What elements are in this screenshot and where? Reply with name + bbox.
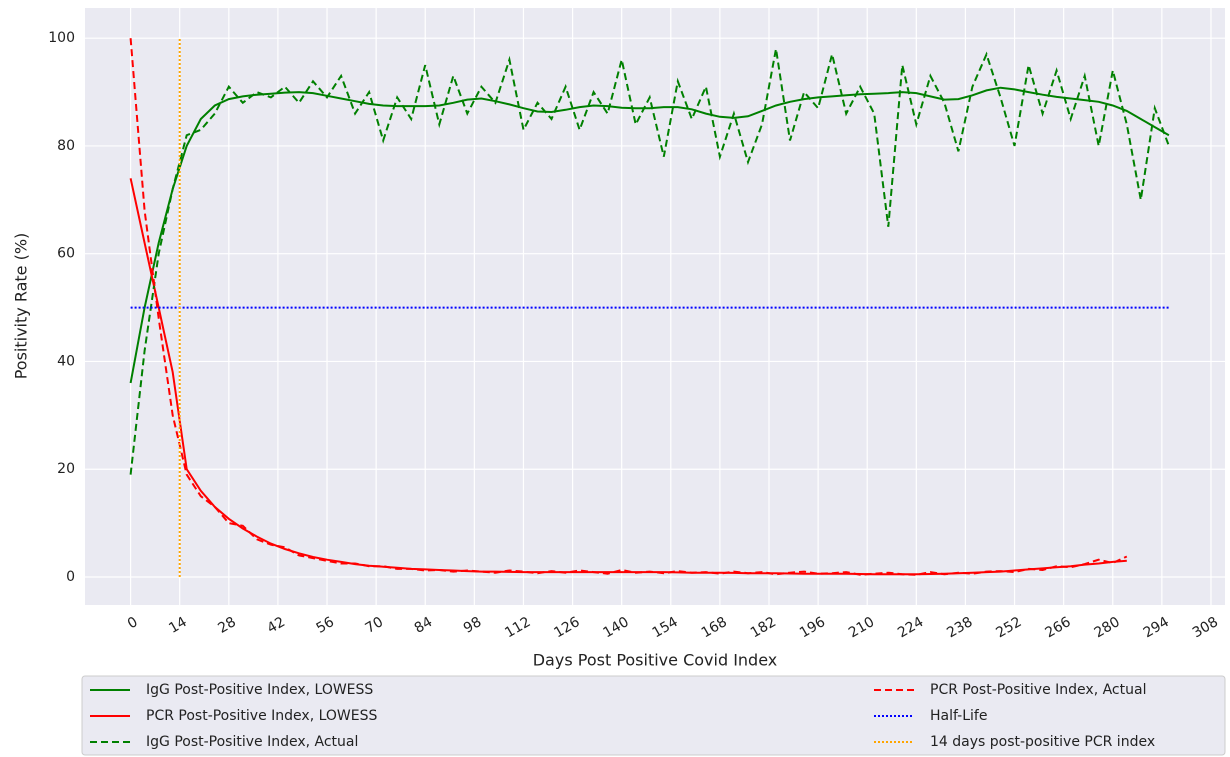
x-tick-label: 0 (125, 614, 141, 632)
x-tick-label: 70 (363, 614, 386, 637)
y-tick-label: 60 (57, 246, 75, 262)
x-tick-label: 182 (748, 614, 779, 641)
legend-label: IgG Post-Positive Index, LOWESS (146, 682, 373, 698)
series-line (129, 48, 1170, 475)
series-line (129, 38, 1128, 576)
x-tick-label: 154 (650, 614, 681, 641)
y-tick-label: 20 (57, 461, 75, 477)
plot-area (85, 8, 1225, 605)
y-axis-label: Positivity Rate (%) (12, 233, 31, 380)
x-tick-label: 98 (461, 614, 484, 637)
y-tick-label: 100 (48, 30, 75, 46)
legend-label: PCR Post-Positive Index, LOWESS (146, 708, 377, 724)
legend-label: PCR Post-Positive Index, Actual (930, 682, 1146, 698)
legend (81, 675, 1226, 756)
x-tick-label: 196 (797, 614, 828, 641)
x-tick-label: 14 (166, 614, 190, 637)
x-tick-label: 308 (1190, 614, 1221, 641)
x-tick-label: 252 (993, 614, 1024, 641)
y-tick-label: 40 (57, 353, 75, 369)
x-tick-label: 56 (314, 614, 338, 637)
x-tick-label: 266 (1042, 614, 1073, 641)
x-tick-label: 112 (502, 614, 533, 641)
x-tick-label: 42 (264, 614, 287, 637)
legend-label: 14 days post-positive PCR index (930, 734, 1155, 750)
series-line (129, 86, 1170, 384)
x-tick-label: 294 (1141, 614, 1172, 641)
x-tick-label: 140 (601, 614, 632, 641)
x-tick-label: 28 (215, 614, 238, 637)
x-tick-label: 126 (551, 614, 582, 641)
x-tick-label: 224 (895, 614, 926, 641)
x-tick-label: 168 (699, 614, 730, 641)
x-tick-label: 84 (412, 614, 436, 637)
x-axis-label: Days Post Positive Covid Index (533, 651, 778, 670)
y-tick-label: 80 (57, 138, 75, 154)
x-tick-label: 238 (944, 614, 975, 641)
x-tick-label: 280 (1092, 614, 1123, 641)
y-tick-label: 0 (66, 569, 75, 585)
legend-label: Half-Life (930, 708, 987, 724)
legend-label: IgG Post-Positive Index, Actual (146, 734, 358, 750)
x-tick-label: 210 (846, 614, 877, 641)
